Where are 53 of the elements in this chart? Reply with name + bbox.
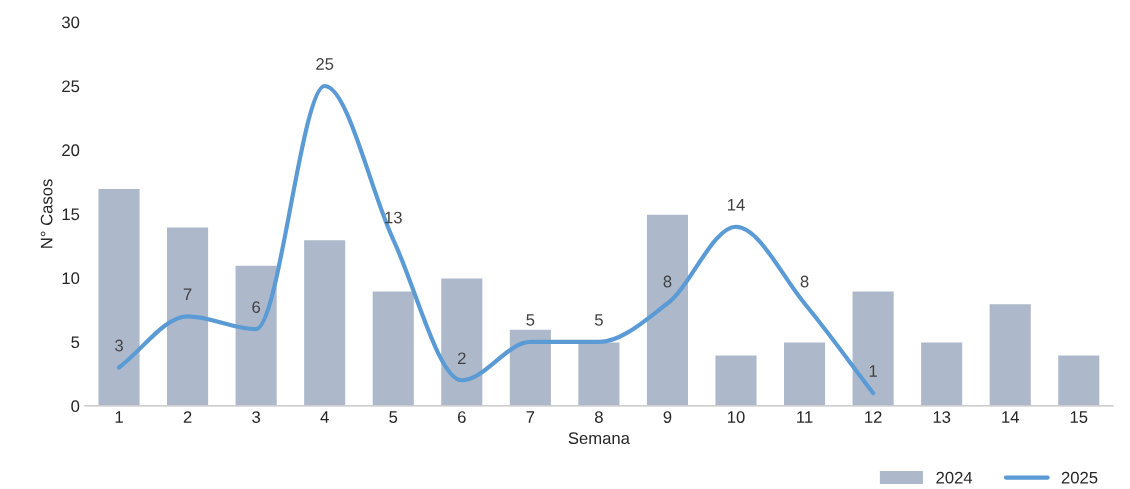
bar bbox=[576, 341, 621, 406]
bar bbox=[97, 187, 141, 406]
bar bbox=[302, 238, 347, 406]
bar bbox=[371, 290, 416, 406]
bar bbox=[919, 341, 964, 406]
data-label: 7 bbox=[183, 288, 192, 301]
data-label: 6 bbox=[252, 301, 261, 314]
data-label: 8 bbox=[800, 275, 809, 288]
x-tick-label: 1 bbox=[115, 411, 123, 423]
data-label: 2 bbox=[458, 352, 466, 365]
x-tick-label: 12 bbox=[865, 411, 882, 423]
bar bbox=[714, 353, 758, 406]
bar bbox=[782, 341, 827, 406]
y-tick-label: 10 bbox=[62, 272, 80, 285]
x-tick-label: 6 bbox=[458, 411, 466, 423]
data-label: 25 bbox=[316, 58, 334, 70]
data-label: 14 bbox=[728, 199, 745, 211]
y-tick-label: 30 bbox=[61, 16, 80, 29]
x-tick-label: 5 bbox=[389, 411, 398, 423]
bar bbox=[988, 302, 1033, 406]
x-tick-label: 11 bbox=[797, 411, 813, 423]
x-axis-title: Semana bbox=[568, 432, 630, 445]
y-axis-title: N° Casos bbox=[40, 179, 53, 248]
bar bbox=[645, 213, 690, 406]
x-tick-label: 8 bbox=[594, 411, 603, 423]
bar bbox=[851, 290, 896, 406]
bar bbox=[439, 277, 484, 406]
x-tick-label: 9 bbox=[663, 411, 672, 423]
x-tick-label: 10 bbox=[728, 411, 745, 423]
line-series bbox=[116, 83, 876, 396]
data-label: 1 bbox=[869, 365, 877, 377]
y-tick-label: 0 bbox=[71, 400, 80, 413]
data-label: 3 bbox=[115, 339, 123, 352]
bar bbox=[234, 264, 279, 406]
data-label: 8 bbox=[663, 275, 672, 288]
x-tick-label: 14 bbox=[1002, 411, 1019, 423]
y-tick-label: 20 bbox=[62, 144, 80, 157]
legend-label: 2025 bbox=[1061, 471, 1098, 484]
x-tick-label: 13 bbox=[933, 411, 951, 423]
y-tick-label: 25 bbox=[62, 80, 80, 93]
bar bbox=[508, 328, 553, 406]
x-tick-label: 2 bbox=[183, 411, 192, 423]
legend-label: 2024 bbox=[936, 471, 973, 484]
bar bbox=[165, 226, 210, 406]
x-tick-label: 4 bbox=[320, 411, 329, 423]
x-tick-label: 3 bbox=[252, 411, 261, 423]
x-tick-label: 15 bbox=[1070, 411, 1088, 423]
y-tick-label: 15 bbox=[62, 208, 80, 221]
data-label: 5 bbox=[594, 314, 603, 326]
data-label: 5 bbox=[526, 314, 535, 326]
bar bbox=[1056, 353, 1101, 406]
x-tick-label: 7 bbox=[526, 411, 535, 423]
y-tick-label: 5 bbox=[71, 336, 80, 349]
